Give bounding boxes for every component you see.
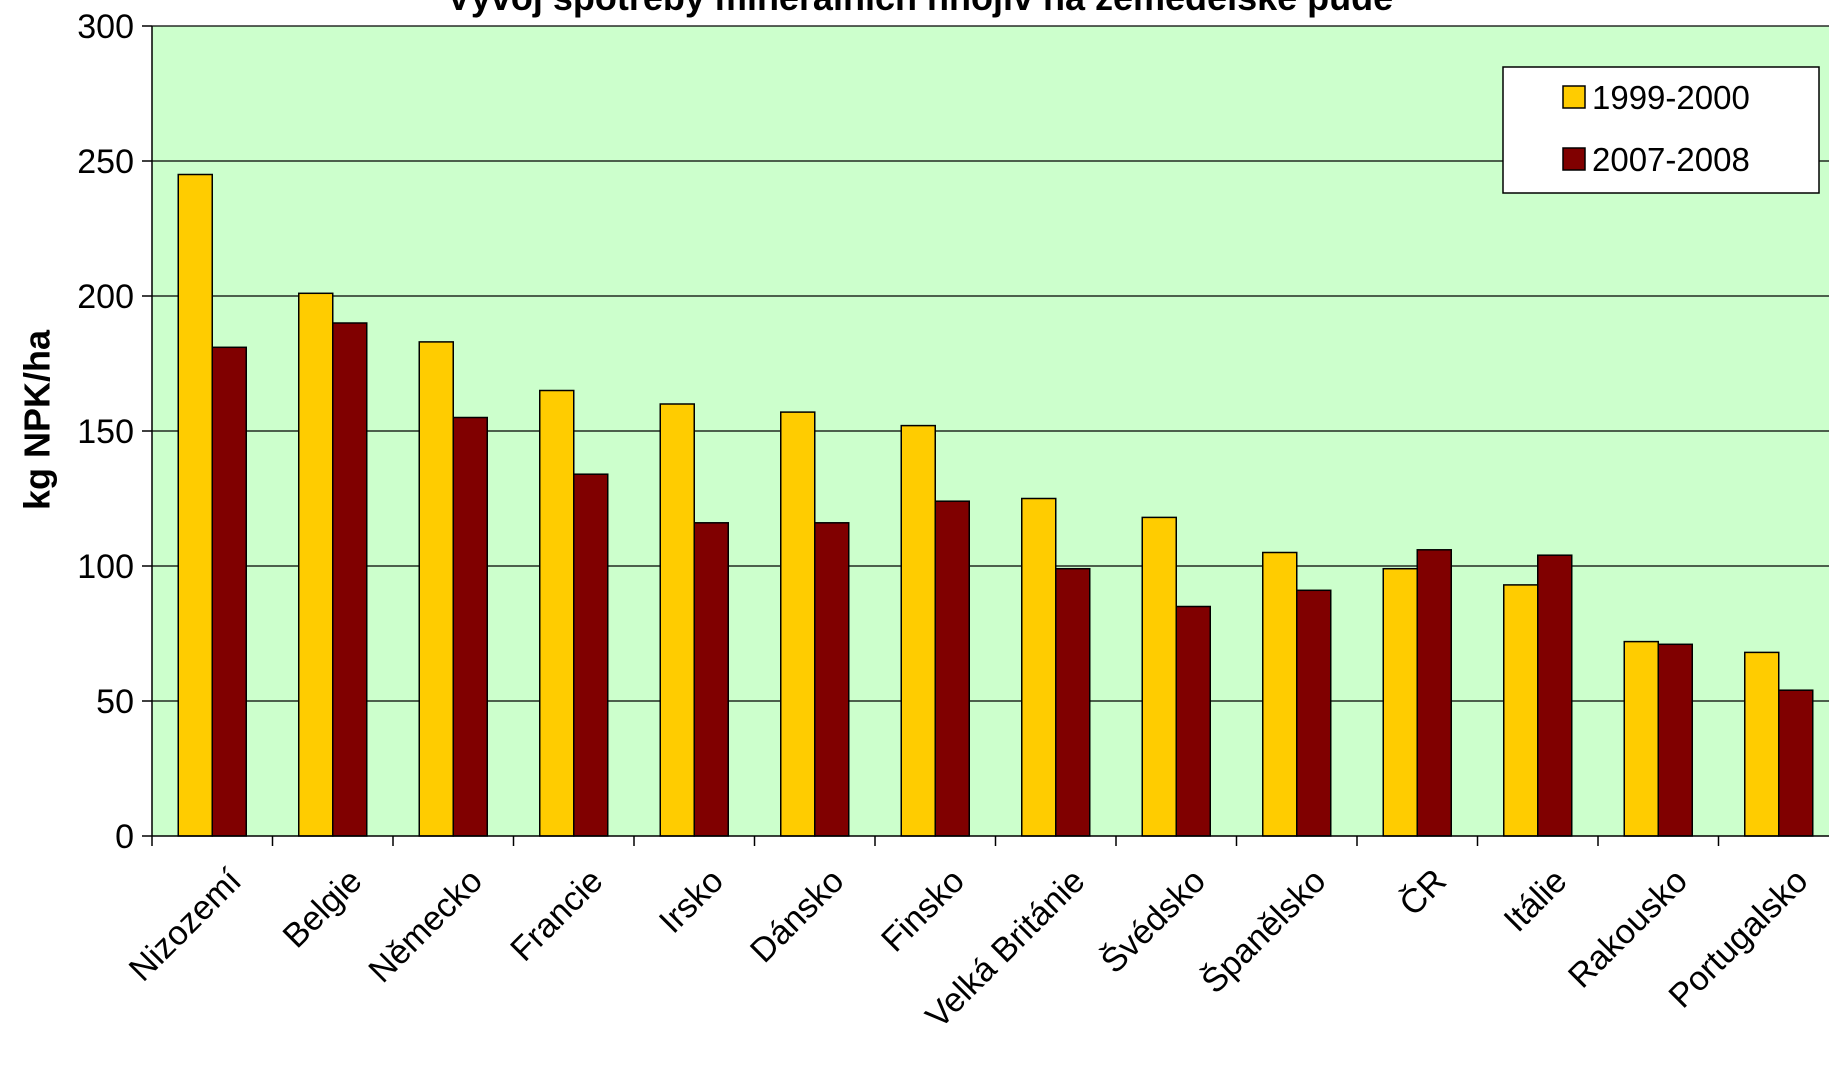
bar-2007-2008 bbox=[452, 416, 488, 837]
bar-1999-2000 bbox=[780, 411, 816, 837]
x-tick-label: Irsko bbox=[652, 862, 731, 941]
legend-label: 2007-2008 bbox=[1592, 141, 1750, 178]
y-tick-label: 100 bbox=[77, 548, 134, 586]
bar-2007-2008 bbox=[1055, 567, 1091, 837]
x-tick-label: Finsko bbox=[874, 862, 972, 960]
bar-2007-2008 bbox=[332, 322, 368, 837]
bar-2007-2008 bbox=[814, 522, 850, 837]
x-tick-label: Itálie bbox=[1497, 862, 1575, 940]
bar-1999-2000 bbox=[659, 403, 695, 837]
bar-1999-2000 bbox=[298, 292, 334, 837]
y-tick-label: 0 bbox=[115, 818, 134, 856]
bar-2007-2008 bbox=[1537, 554, 1573, 837]
bar-2007-2008 bbox=[1416, 549, 1452, 837]
bar-2007-2008 bbox=[1175, 605, 1211, 837]
x-tick-label: Nizozemí bbox=[122, 861, 249, 988]
bar-2007-2008 bbox=[573, 473, 609, 837]
bar-1999-2000 bbox=[1021, 497, 1057, 837]
bar-2007-2008 bbox=[693, 522, 729, 837]
bar-2007-2008 bbox=[934, 500, 970, 837]
y-tick-label: 250 bbox=[77, 143, 134, 181]
y-tick-label: 150 bbox=[77, 413, 134, 451]
bar-2007-2008 bbox=[211, 346, 247, 837]
x-tick-label: Belgie bbox=[276, 862, 370, 956]
legend-label: 1999-2000 bbox=[1592, 79, 1750, 116]
bar-1999-2000 bbox=[1141, 516, 1177, 837]
x-tick-label: Švédsko bbox=[1094, 862, 1213, 981]
bar-1999-2000 bbox=[1503, 584, 1539, 837]
legend: 1999-2000 2007-2008 bbox=[1502, 66, 1820, 194]
y-tick-label: 300 bbox=[77, 8, 134, 46]
y-axis-title: kg NPK/ha bbox=[17, 329, 58, 510]
bar-1999-2000 bbox=[1382, 567, 1418, 837]
bar-2007-2008 bbox=[1657, 643, 1693, 837]
bar-1999-2000 bbox=[900, 424, 936, 837]
x-tick-label: Německo bbox=[361, 862, 489, 990]
bars bbox=[177, 173, 1814, 837]
bar-1999-2000 bbox=[177, 173, 213, 837]
bar-1999-2000 bbox=[1623, 640, 1659, 837]
bar-2007-2008 bbox=[1778, 689, 1814, 837]
bar-1999-2000 bbox=[539, 389, 575, 837]
bar-1999-2000 bbox=[1262, 551, 1298, 837]
x-tick-label: Francie bbox=[503, 862, 610, 969]
x-tick-label: Dánsko bbox=[743, 862, 851, 970]
chart-title: Vývoj spotřeby minerálních hnojiv na zem… bbox=[447, 0, 1393, 18]
axes bbox=[142, 25, 1829, 846]
y-tick-labels: 0 50 100 150 200 250 300 bbox=[77, 8, 134, 856]
x-tick-label: ČR bbox=[1392, 862, 1454, 924]
bar-2007-2008 bbox=[1296, 589, 1332, 837]
legend-swatch bbox=[1562, 85, 1586, 109]
bar-1999-2000 bbox=[418, 341, 454, 837]
legend-swatch bbox=[1562, 147, 1586, 171]
y-tick-label: 200 bbox=[77, 278, 134, 316]
bar-1999-2000 bbox=[1744, 651, 1780, 837]
x-tick-label: Španělsko bbox=[1194, 862, 1333, 1001]
legend-box bbox=[1502, 66, 1820, 194]
y-tick-label: 50 bbox=[96, 683, 134, 721]
